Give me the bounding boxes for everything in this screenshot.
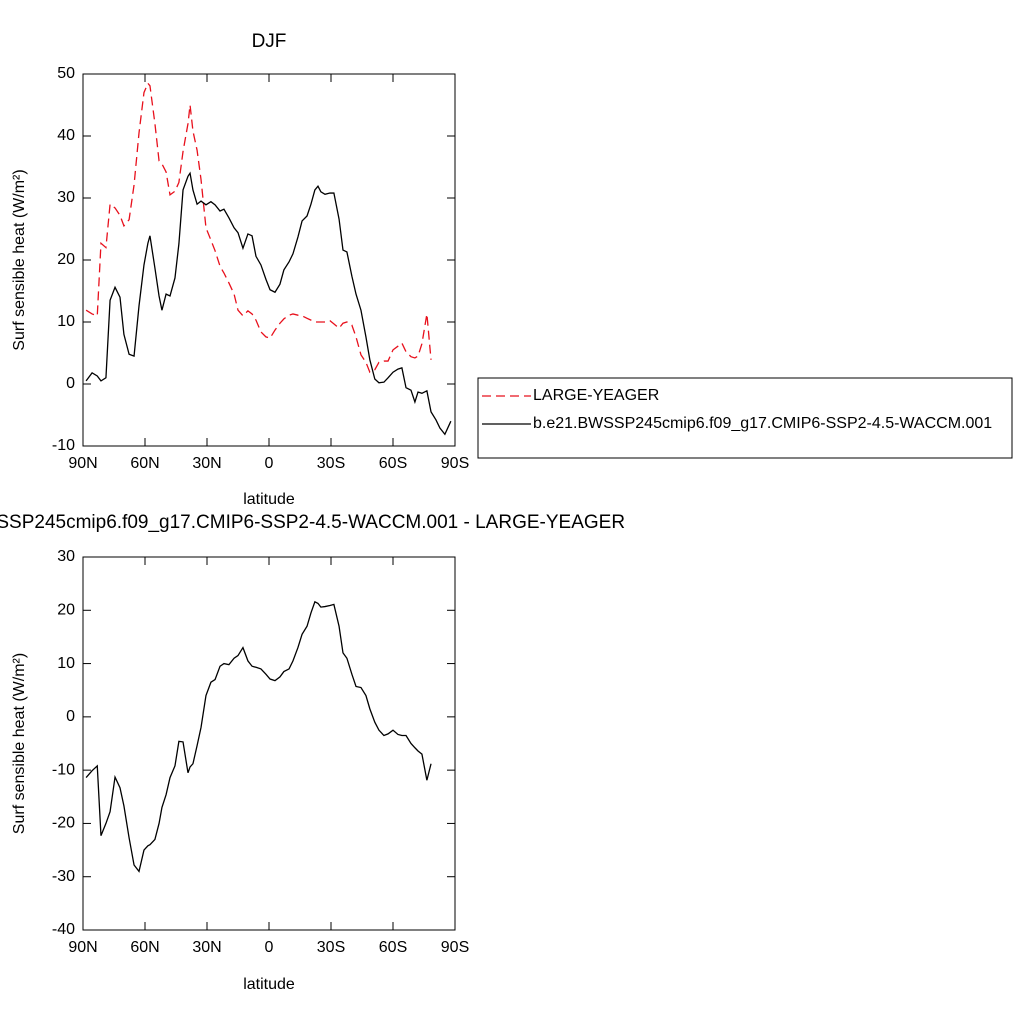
x-tick-label: 90N (68, 455, 97, 472)
y-tick-label: 30 (57, 189, 75, 206)
x-tick-label: 0 (265, 939, 274, 956)
chart-title: b.e21.BWSSP245cmip6.f09_g17.CMIP6-SSP2-4… (0, 512, 625, 533)
y-axis-label: Surf sensible heat (W/m²) (11, 169, 28, 350)
legend-box (477, 377, 1013, 459)
data-line (85, 600, 432, 873)
y-tick-label: 50 (57, 65, 75, 82)
x-tick-label: 30N (192, 939, 221, 956)
y-tick-label: 30 (57, 548, 75, 565)
plot-frame (82, 556, 456, 931)
x-tick-label: 30N (192, 455, 221, 472)
y-tick-label: 20 (57, 251, 75, 268)
y-tick-label: -10 (52, 437, 75, 454)
y-tick-label: 20 (57, 602, 75, 619)
chart-title: DJF (252, 31, 287, 52)
x-tick-label: 60S (379, 455, 407, 472)
x-tick-label: 60N (130, 455, 159, 472)
y-tick-label: 10 (57, 655, 75, 672)
x-tick-label: 60S (379, 939, 407, 956)
data-line (85, 171, 452, 436)
y-tick-label: 10 (57, 313, 75, 330)
data-line (85, 82, 432, 374)
y-tick-label: -20 (52, 815, 75, 832)
x-tick-label: 60N (130, 939, 159, 956)
x-tick-label: 30S (317, 939, 345, 956)
x-tick-label: 90S (441, 455, 469, 472)
y-tick-label: 0 (66, 708, 75, 725)
y-tick-label: -30 (52, 868, 75, 885)
legend-label: b.e21.BWSSP245cmip6.f09_g17.CMIP6-SSP2-4… (533, 415, 992, 432)
x-axis-label: latitude (243, 976, 295, 993)
y-tick-label: 40 (57, 127, 75, 144)
x-tick-label: 0 (265, 455, 274, 472)
x-tick-label: 90S (441, 939, 469, 956)
y-axis-label: Surf sensible heat (W/m²) (11, 653, 28, 834)
y-tick-label: -10 (52, 761, 75, 778)
legend-label: LARGE-YEAGER (533, 387, 659, 404)
y-tick-label: 0 (66, 375, 75, 392)
x-axis-label: latitude (243, 491, 295, 508)
x-tick-label: 30S (317, 455, 345, 472)
y-tick-label: -40 (52, 921, 75, 938)
x-tick-label: 90N (68, 939, 97, 956)
